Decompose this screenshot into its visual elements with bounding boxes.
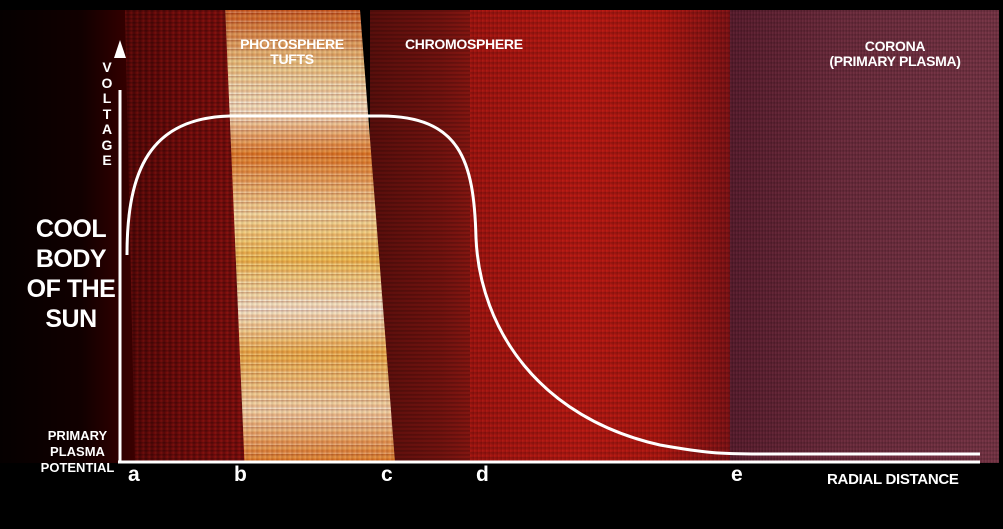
primary-plasma-potential-label: PRIMARY PLASMA POTENTIAL <box>40 428 115 475</box>
frame-right <box>999 0 1003 529</box>
point-d-label: d <box>476 463 489 486</box>
corona-label: CORONA (PRIMARY PLASMA) <box>829 38 961 69</box>
chromosphere-label: CHROMOSPHERE <box>405 36 523 52</box>
radial-distance-label: RADIAL DISTANCE <box>827 471 959 488</box>
corona-region <box>730 10 1003 463</box>
point-c-label: c <box>381 463 393 486</box>
voltage-axis-label: V O L T A G E <box>101 59 113 168</box>
cool-body-region <box>0 10 135 463</box>
frame-bottom <box>0 463 1003 529</box>
voltage-axis-arrow <box>114 40 126 58</box>
chromosphere-region <box>470 10 740 463</box>
photosphere-tufts-label: PHOTOSPHERE TUFTS <box>240 36 344 67</box>
point-e-label: e <box>731 463 743 486</box>
cool-body-label: COOL BODY OF THE SUN <box>26 215 116 333</box>
frame-top <box>0 0 1003 10</box>
voltage-curve <box>125 114 980 456</box>
point-b-label: b <box>234 463 247 486</box>
point-a-label: a <box>128 463 140 486</box>
